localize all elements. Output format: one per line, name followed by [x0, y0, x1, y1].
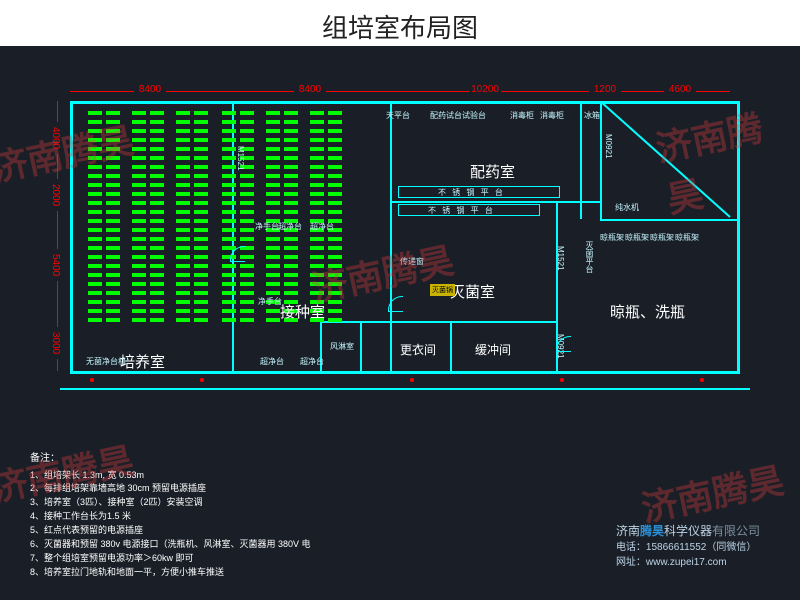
room-label: 配药室: [470, 161, 515, 182]
shelf-column: [266, 111, 280, 327]
notes-header: 备注：: [30, 451, 311, 467]
callout-yellow: 灭菌锅: [430, 284, 455, 296]
room-label: 接种室: [280, 301, 325, 322]
wall-v6b: [360, 321, 362, 371]
equipment-label: 晾瓶架: [650, 232, 674, 243]
wall-bottom: [70, 371, 740, 374]
outlet-dot: [410, 378, 414, 382]
shelf-column: [222, 111, 236, 327]
note-line: 8、培养室拉门地轨和地面一平，方便小推车推送: [30, 566, 311, 580]
room-label: 晾瓶、洗瓶: [610, 301, 685, 322]
shelf-column: [176, 111, 190, 327]
wall-h2: [390, 321, 556, 323]
shelf-column: [328, 111, 342, 327]
note-line: 6、灭菌器和预留 380v 电源接口（洗瓶机、风淋室、灭菌器用 380V 电: [30, 538, 311, 552]
equipment-label: 超净台: [260, 356, 284, 367]
equipment-label: 纯水机: [615, 202, 639, 213]
wall-left: [70, 101, 73, 374]
outlet-dot: [90, 378, 94, 382]
shelf-column: [150, 111, 164, 327]
shelf-column: [132, 111, 146, 327]
vert-label: M0921: [604, 134, 613, 158]
wall-v2: [390, 101, 392, 371]
dim-horizontal: 10200: [390, 84, 580, 95]
dim-horizontal: 8400: [230, 84, 390, 95]
dim-vertical: 5400: [50, 215, 61, 315]
vert-label: 灭菌平台: [584, 241, 595, 273]
note-line: 5、红点代表预留的电源插座: [30, 524, 311, 538]
equipment-label: 冰箱: [584, 110, 600, 121]
note-line: 2、每排组培架靠墙高地 30cm 预留电源插座: [30, 482, 311, 496]
equipment-label: 天平台: [386, 110, 410, 121]
equipment-label: 晾瓶架: [675, 232, 699, 243]
equipment-label: 晾瓶架: [600, 232, 624, 243]
outlet-dot: [700, 378, 704, 382]
equipment-label: 传递窗: [400, 256, 424, 267]
dim-horizontal: 1200: [580, 84, 630, 95]
note-line: 1、组培架长 1.3m, 宽 0.53m: [30, 469, 311, 483]
equipment-label: 超净台: [300, 356, 324, 367]
notes-block: 备注： 1、组培架长 1.3m, 宽 0.53m2、每排组培架靠墙高地 30cm…: [30, 451, 311, 580]
company-name: 济南腾昊科学仪器有限公司: [616, 522, 760, 540]
wall-h1: [390, 201, 602, 203]
equipment-label: 消毒柜: [540, 110, 564, 121]
cad-drawing: 840084001020012004600 4000200054003000 培…: [0, 46, 800, 600]
bench-label: 不 锈 钢 平 台: [438, 187, 505, 198]
equipment-label: 风淋室: [330, 341, 354, 352]
equipment-label: 净手台: [258, 296, 282, 307]
vert-label: M1521: [556, 246, 565, 270]
equipment-label: 配药试台试验台: [430, 110, 486, 121]
wall-v5: [450, 321, 452, 371]
company-url: 网址：www.zupei17.com: [616, 555, 760, 570]
outlet-dot: [560, 378, 564, 382]
watermark-text: 济南腾昊: [636, 452, 788, 533]
corridor-line: [60, 388, 750, 390]
note-line: 7、整个组培室预留电源功率＞60kw 即可: [30, 552, 311, 566]
shelf-column: [240, 111, 254, 327]
equipment-label: 超净台: [278, 221, 302, 232]
room-label: 缓冲间: [475, 341, 511, 358]
shelf-column: [194, 111, 208, 327]
equipment-label: 无菌净台机: [86, 356, 126, 367]
equipment-label: 晾瓶架: [625, 232, 649, 243]
note-line: 4、接种工作台长为1.5 米: [30, 510, 311, 524]
note-line: 3、培养室（3匹）、接种室（2匹）安装空调: [30, 496, 311, 510]
shelf-column: [284, 111, 298, 327]
page-root: 组培室布局图 840084001020012004600 40002000540…: [0, 0, 800, 600]
vert-label: M1521: [236, 146, 245, 170]
dim-horizontal: 4600: [630, 84, 730, 95]
outlet-dot: [200, 378, 204, 382]
equipment-label: 净手台: [255, 221, 279, 232]
dim-vertical: 3000: [50, 315, 61, 371]
equipment-label: 超净台: [310, 221, 334, 232]
equipment-label: 消毒柜: [510, 110, 534, 121]
dim-horizontal: 8400: [70, 84, 230, 95]
shelf-column: [106, 111, 120, 327]
room-label: 培养室: [120, 351, 165, 372]
dim-vertical: 4000: [50, 101, 61, 175]
shelf-column: [88, 111, 102, 327]
room-label: 灭菌室: [450, 281, 495, 302]
room-label: 更衣间: [400, 341, 436, 358]
company-logo-block: 济南腾昊科学仪器有限公司 电话：15866611552（同微信） 网址：www.…: [616, 522, 760, 570]
bench-label: 不 锈 钢 平 台: [428, 205, 495, 216]
dim-vertical: 2000: [50, 175, 61, 215]
shelf-column: [310, 111, 324, 327]
company-tel: 电话：15866611552（同微信）: [616, 540, 760, 555]
